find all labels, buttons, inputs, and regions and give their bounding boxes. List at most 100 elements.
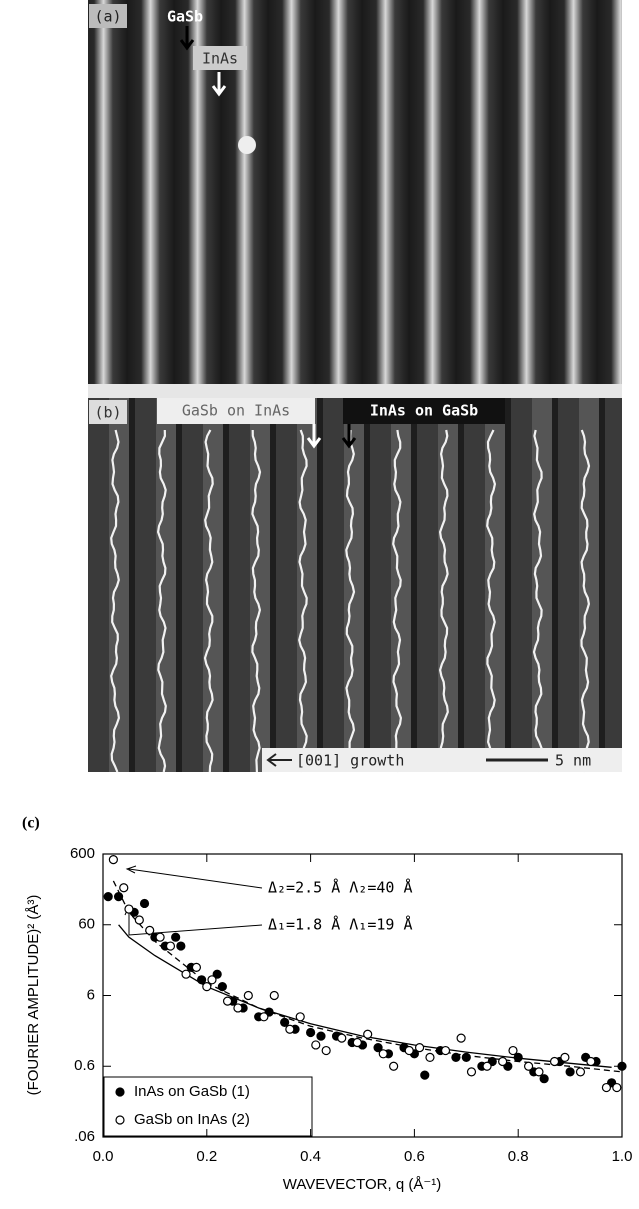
y-tick-label: 0.6 (74, 1057, 95, 1074)
data-point (425, 1052, 435, 1063)
data-point (456, 1033, 466, 1043)
data-point (145, 925, 155, 935)
label-box (89, 400, 127, 424)
fit-curve (118, 924, 612, 1068)
interface-line (486, 429, 497, 773)
x-tick-label: 0.0 (93, 1148, 114, 1165)
x-tick-label: 0.8 (508, 1148, 529, 1165)
data-point (586, 1056, 596, 1067)
arrow-label: InAs on GaSb (370, 402, 478, 420)
y-tick-label: .06 (74, 1128, 95, 1145)
data-point (295, 1012, 305, 1022)
data-point (373, 1043, 383, 1053)
data-point (534, 1067, 544, 1077)
data-point (113, 891, 124, 902)
interface-line (580, 429, 591, 773)
data-point (539, 1074, 549, 1084)
legend-marker (115, 1087, 125, 1097)
data-point (466, 1067, 477, 1077)
data-point (197, 975, 207, 985)
legend-label: GaSb on InAs (2) (134, 1111, 250, 1128)
data-point (461, 1052, 471, 1063)
data-point (560, 1052, 570, 1063)
data-point (217, 982, 227, 992)
arrow (179, 26, 195, 51)
data-point (482, 1061, 492, 1071)
interface-line (251, 429, 262, 773)
label-box (343, 398, 505, 424)
arrow-label: GaSb (167, 8, 203, 26)
data-point (440, 1045, 451, 1056)
data-point (243, 990, 253, 1001)
data-point (575, 1067, 586, 1077)
data-point (451, 1052, 461, 1063)
data-point (139, 898, 150, 909)
data-point (498, 1056, 508, 1067)
interface-line (438, 429, 449, 773)
data-point (108, 855, 118, 865)
interface-line (156, 429, 167, 773)
data-point (212, 969, 222, 979)
data-point (612, 1082, 622, 1093)
data-point (508, 1045, 518, 1056)
data-point (601, 1082, 612, 1093)
data-point (202, 982, 212, 992)
data-point (513, 1052, 523, 1063)
data-point (414, 1043, 425, 1053)
interface-line (203, 429, 214, 773)
data-point (420, 1070, 430, 1080)
data-point (222, 996, 233, 1006)
arrow (266, 753, 292, 767)
data-point (311, 1040, 321, 1050)
panel-label: (b) (94, 404, 121, 422)
scale-label: 5 nm (555, 752, 591, 770)
panel-label: (a) (94, 8, 121, 26)
y-tick-label: 600 (70, 845, 95, 862)
annotation-arrow (125, 865, 263, 889)
data-point (565, 1067, 575, 1077)
x-tick-label: 0.2 (196, 1148, 217, 1165)
y-tick-label: 6 (87, 986, 95, 1003)
divider (88, 384, 622, 398)
data-point (306, 1027, 316, 1038)
data-point (352, 1037, 362, 1048)
data-point (155, 932, 165, 942)
arrow-label: InAs (202, 50, 238, 68)
data-point (404, 1045, 414, 1056)
arrow-label: GaSb on InAs (182, 402, 290, 420)
label-box (89, 4, 127, 28)
data-point (285, 1024, 295, 1034)
legend-marker (115, 1115, 125, 1125)
data-point (124, 904, 134, 914)
annotation: Δ₁=1.8 Å Λ₁=19 Å (268, 915, 413, 934)
interface-line (345, 429, 356, 773)
data-point (233, 1003, 243, 1013)
data-point (191, 962, 202, 972)
data-point (321, 1045, 331, 1056)
data-point (549, 1056, 560, 1067)
arrow (306, 424, 322, 449)
scale-box (262, 748, 622, 772)
data-point (363, 1029, 373, 1039)
data-point (337, 1033, 347, 1043)
interface-line (392, 429, 403, 773)
x-tick-label: 1.0 (612, 1148, 633, 1165)
data-point (165, 941, 176, 951)
data-point (171, 932, 181, 942)
y-axis-label: (FOURIER AMPLITUDE)² (Å³) (25, 895, 42, 1096)
data-point (119, 883, 129, 893)
legend-label: InAs on GaSb (1) (134, 1083, 250, 1100)
data-point (269, 990, 279, 1001)
data-point (207, 975, 217, 985)
arrow (211, 72, 227, 97)
interface-line (532, 429, 543, 773)
data-point (523, 1061, 534, 1071)
interface-line (110, 429, 121, 773)
bright-spot (238, 136, 256, 154)
data-point (389, 1061, 399, 1071)
arrow (341, 424, 357, 449)
x-tick-label: 0.4 (300, 1148, 321, 1165)
data-point (259, 1012, 269, 1022)
image-a (88, 0, 622, 384)
